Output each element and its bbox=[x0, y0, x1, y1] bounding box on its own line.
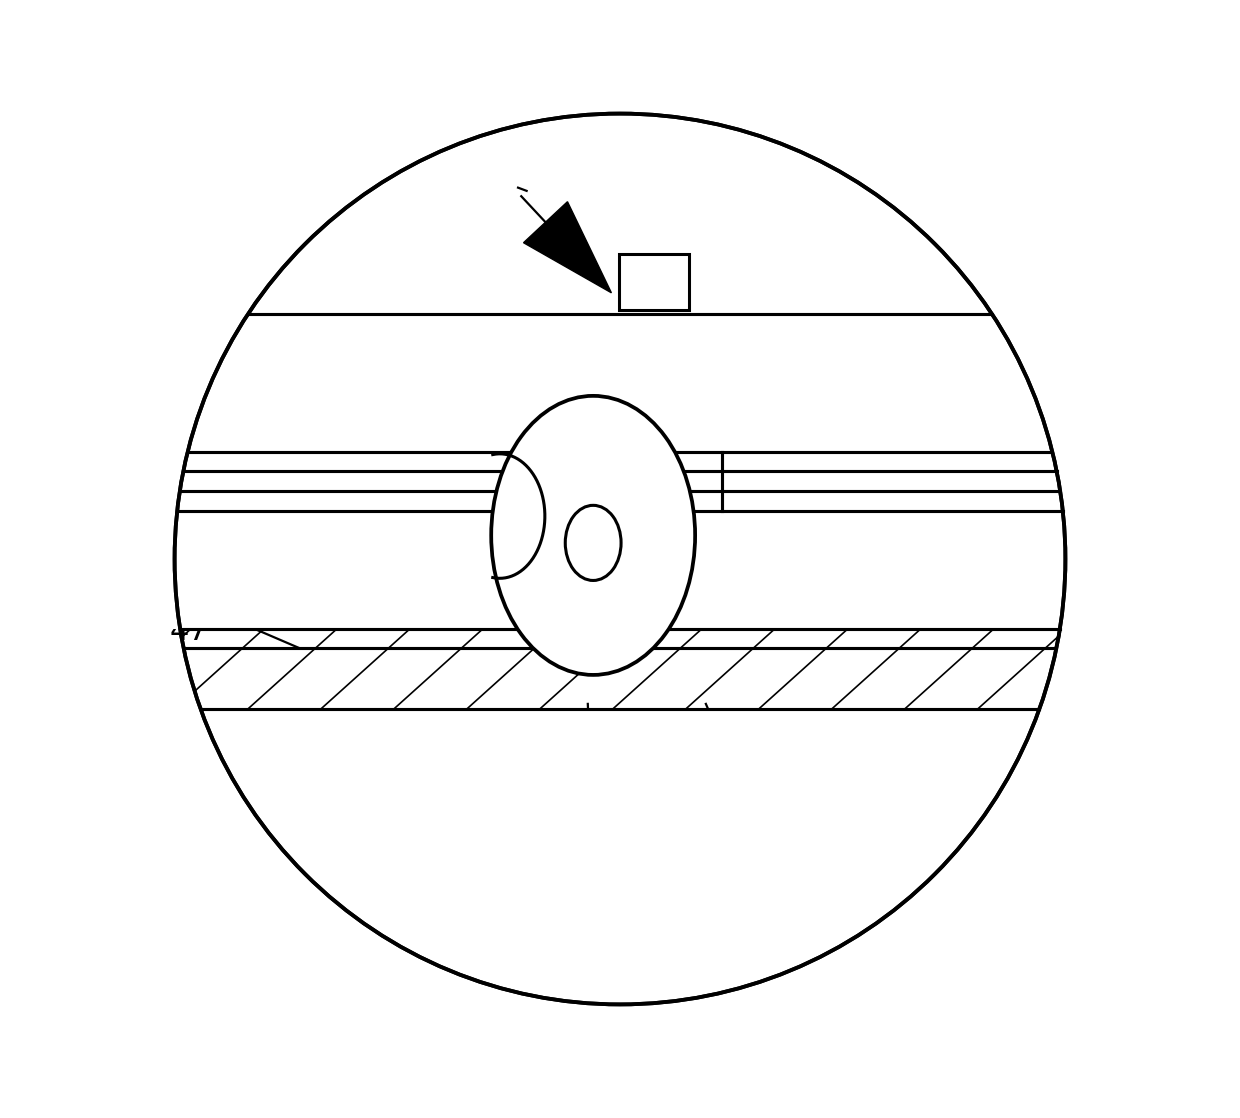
Text: 41: 41 bbox=[805, 955, 843, 984]
Circle shape bbox=[175, 114, 1065, 1004]
Text: 47: 47 bbox=[169, 617, 208, 646]
Text: 42: 42 bbox=[570, 1018, 609, 1048]
Polygon shape bbox=[523, 201, 611, 293]
Text: 1: 1 bbox=[1007, 362, 1027, 391]
Text: 46: 46 bbox=[153, 397, 191, 425]
Bar bbox=[620, 254, 689, 310]
Text: 48: 48 bbox=[996, 514, 1034, 543]
Ellipse shape bbox=[491, 396, 696, 675]
Text: 45: 45 bbox=[327, 533, 366, 562]
Bar bbox=[153, 709, 1087, 1118]
Bar bbox=[153, 92, 1087, 628]
Text: A: A bbox=[491, 148, 513, 180]
Ellipse shape bbox=[565, 505, 621, 580]
